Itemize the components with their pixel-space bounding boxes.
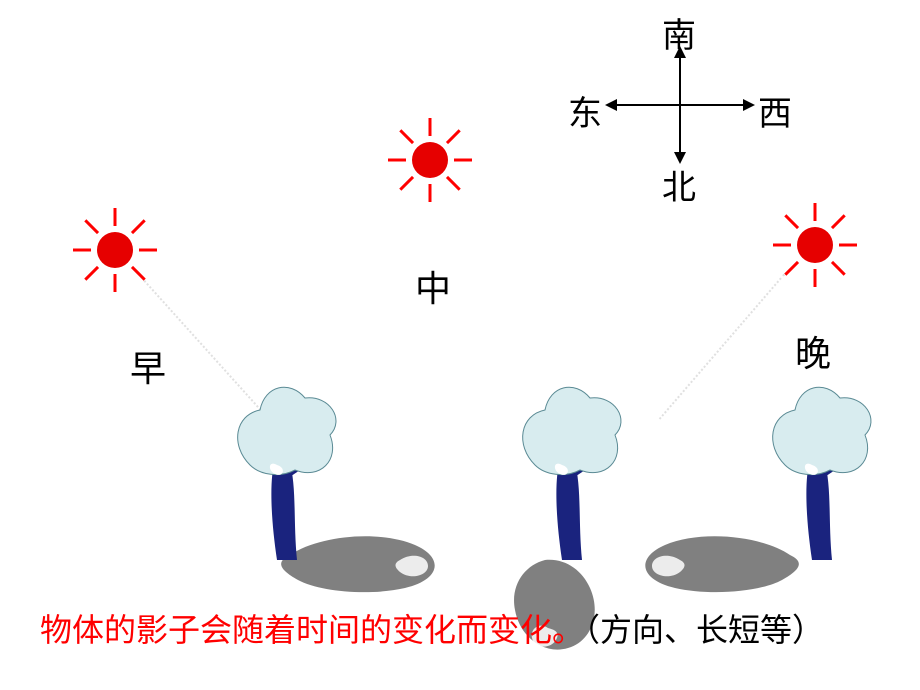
sun-ray-icon (454, 159, 472, 162)
sun-ray-icon (399, 176, 414, 191)
sun-ray-icon (446, 176, 461, 191)
tree-foliage-icon (773, 387, 871, 474)
caption: 物体的影子会随着时间的变化而变化。（方向、长短等） (40, 605, 824, 651)
sun-ray-icon (784, 261, 799, 276)
compass-label-top: 南 (662, 8, 696, 57)
sun-ray-icon (814, 203, 817, 221)
sun-ray-icon (131, 266, 146, 281)
sun-ray-icon (831, 261, 846, 276)
compass-arrow-left (605, 99, 617, 111)
sun-noon (390, 120, 470, 200)
tree-foliage-icon (238, 387, 336, 474)
sun-ray-icon (814, 269, 817, 287)
sun-ray-icon (839, 244, 857, 247)
sun-ray-icon (446, 129, 461, 144)
sun-evening (775, 205, 855, 285)
sun-ray-icon (784, 214, 799, 229)
sun-core-icon (797, 227, 833, 263)
diagram-stage: 南 北 东 西 早 中 晚 (0, 0, 920, 690)
compass-label-left: 东 (568, 86, 602, 135)
morning-tree (200, 370, 460, 610)
caption-black: （方向、长短等） (584, 612, 824, 648)
sun-ray-icon (114, 274, 117, 292)
sun-ray-icon (831, 214, 846, 229)
sun-ray-icon (84, 219, 99, 234)
sun-core-icon (412, 142, 448, 178)
time-label-noon: 中 (415, 260, 451, 312)
compass-arrow-right (743, 99, 755, 111)
evening-tree (620, 370, 880, 610)
tree-foliage-icon (523, 387, 621, 474)
sun-ray-icon (429, 118, 432, 136)
sun-ray-icon (139, 249, 157, 252)
sun-ray-icon (73, 249, 91, 252)
sun-ray-icon (84, 266, 99, 281)
compass-label-right: 西 (758, 86, 792, 135)
sun-core-icon (97, 232, 133, 268)
time-label-morning: 早 (130, 340, 166, 392)
sun-ray-icon (131, 219, 146, 234)
sun-ray-icon (429, 184, 432, 202)
sun-ray-icon (399, 129, 414, 144)
caption-red: 物体的影子会随着时间的变化而变化。 (40, 612, 584, 648)
compass-label-bottom: 北 (662, 160, 696, 209)
sun-morning (75, 210, 155, 290)
sun-ray-icon (388, 159, 406, 162)
sun-ray-icon (114, 208, 117, 226)
sun-ray-icon (773, 244, 791, 247)
compass-v-line (679, 55, 681, 155)
